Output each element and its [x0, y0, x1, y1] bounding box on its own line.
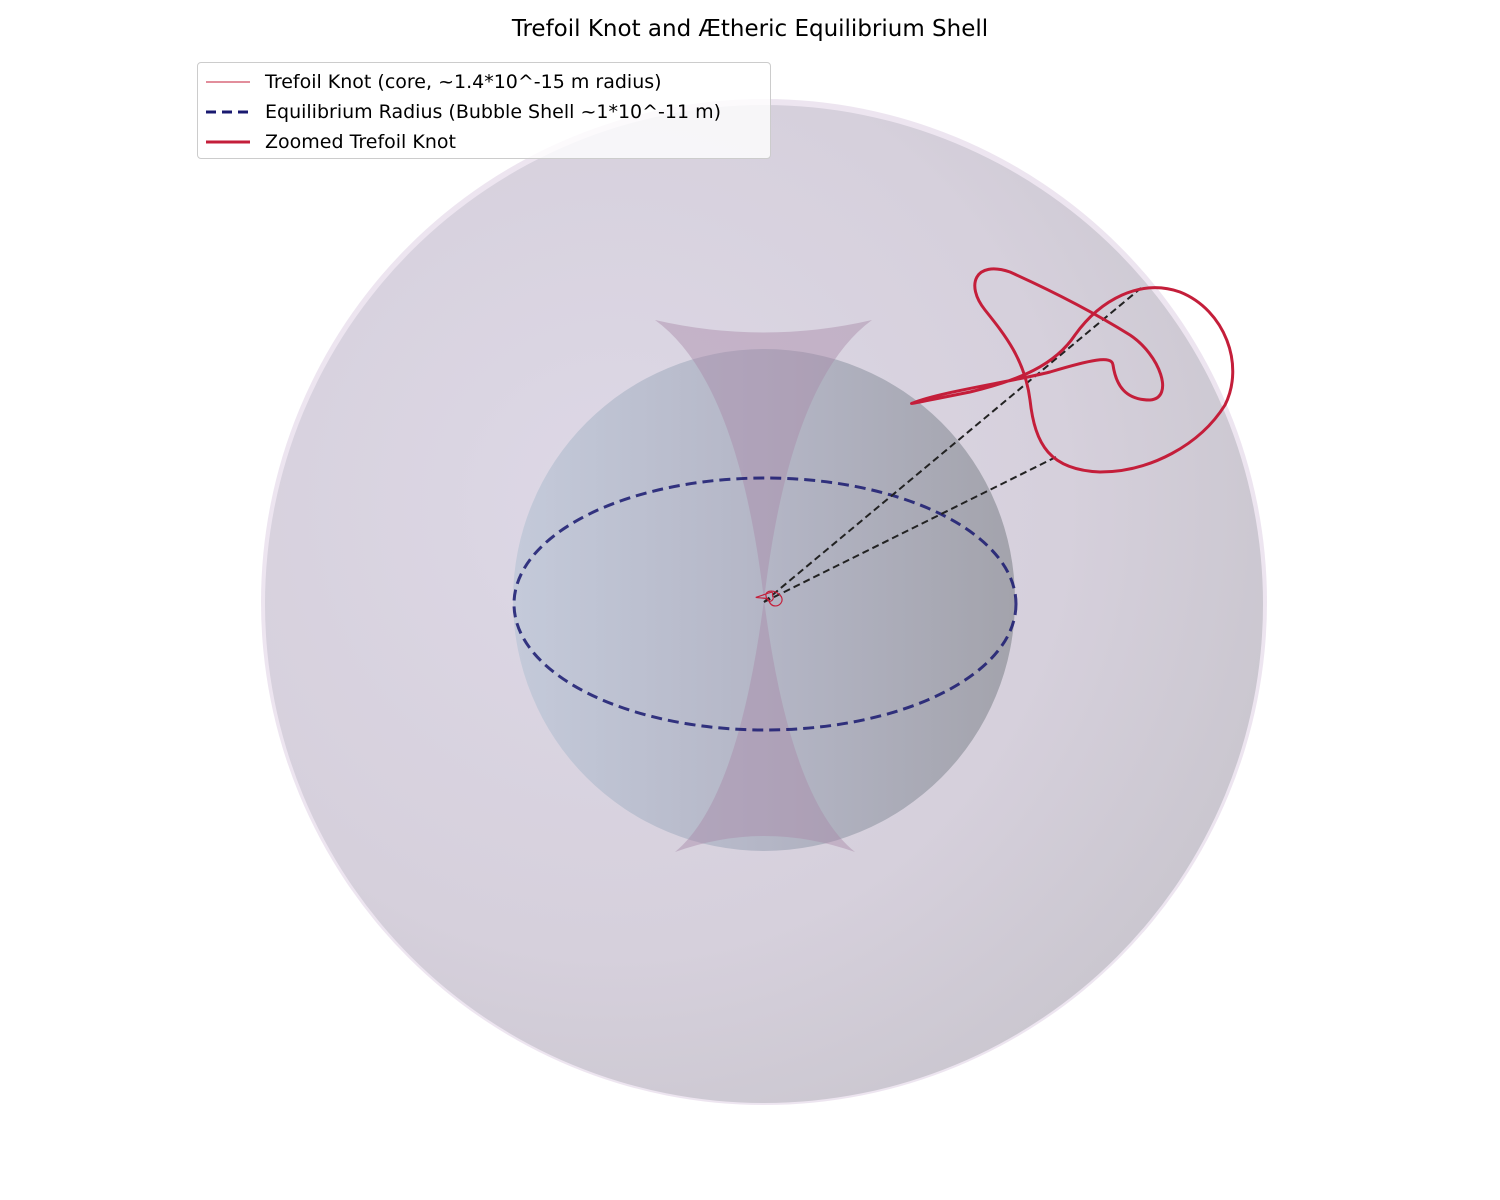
legend-label-equilibrium: Equilibrium Radius (Bubble Shell ~1*10^-…	[265, 101, 722, 123]
lens-bottom	[675, 600, 855, 852]
solid-line-icon	[206, 140, 250, 144]
legend-label-zoomed-trefoil: Zoomed Trefoil Knot	[265, 131, 456, 153]
trefoil-knot-core	[755, 590, 783, 607]
legend-item-equilibrium: Equilibrium Radius (Bubble Shell ~1*10^-…	[198, 97, 772, 127]
trefoil-knot-zoomed	[910, 267, 1235, 474]
legend-item-trefoil-core: Trefoil Knot (core, ~1.4*10^-15 m radius…	[198, 67, 772, 97]
legend-label-trefoil-core: Trefoil Knot (core, ~1.4*10^-15 m radius…	[265, 71, 662, 93]
page-title: Trefoil Knot and Ætheric Equilibrium She…	[511, 16, 989, 42]
equilibrium-ring	[512, 476, 1018, 732]
zoom-connector-upper	[763, 287, 1142, 603]
thin-line-icon	[206, 81, 250, 83]
inner-sphere	[513, 349, 1015, 851]
dashed-line-icon	[206, 110, 250, 114]
lens-top	[655, 320, 872, 600]
legend: Trefoil Knot (core, ~1.4*10^-15 m radius…	[197, 62, 771, 159]
legend-item-zoomed-trefoil: Zoomed Trefoil Knot	[198, 127, 772, 157]
